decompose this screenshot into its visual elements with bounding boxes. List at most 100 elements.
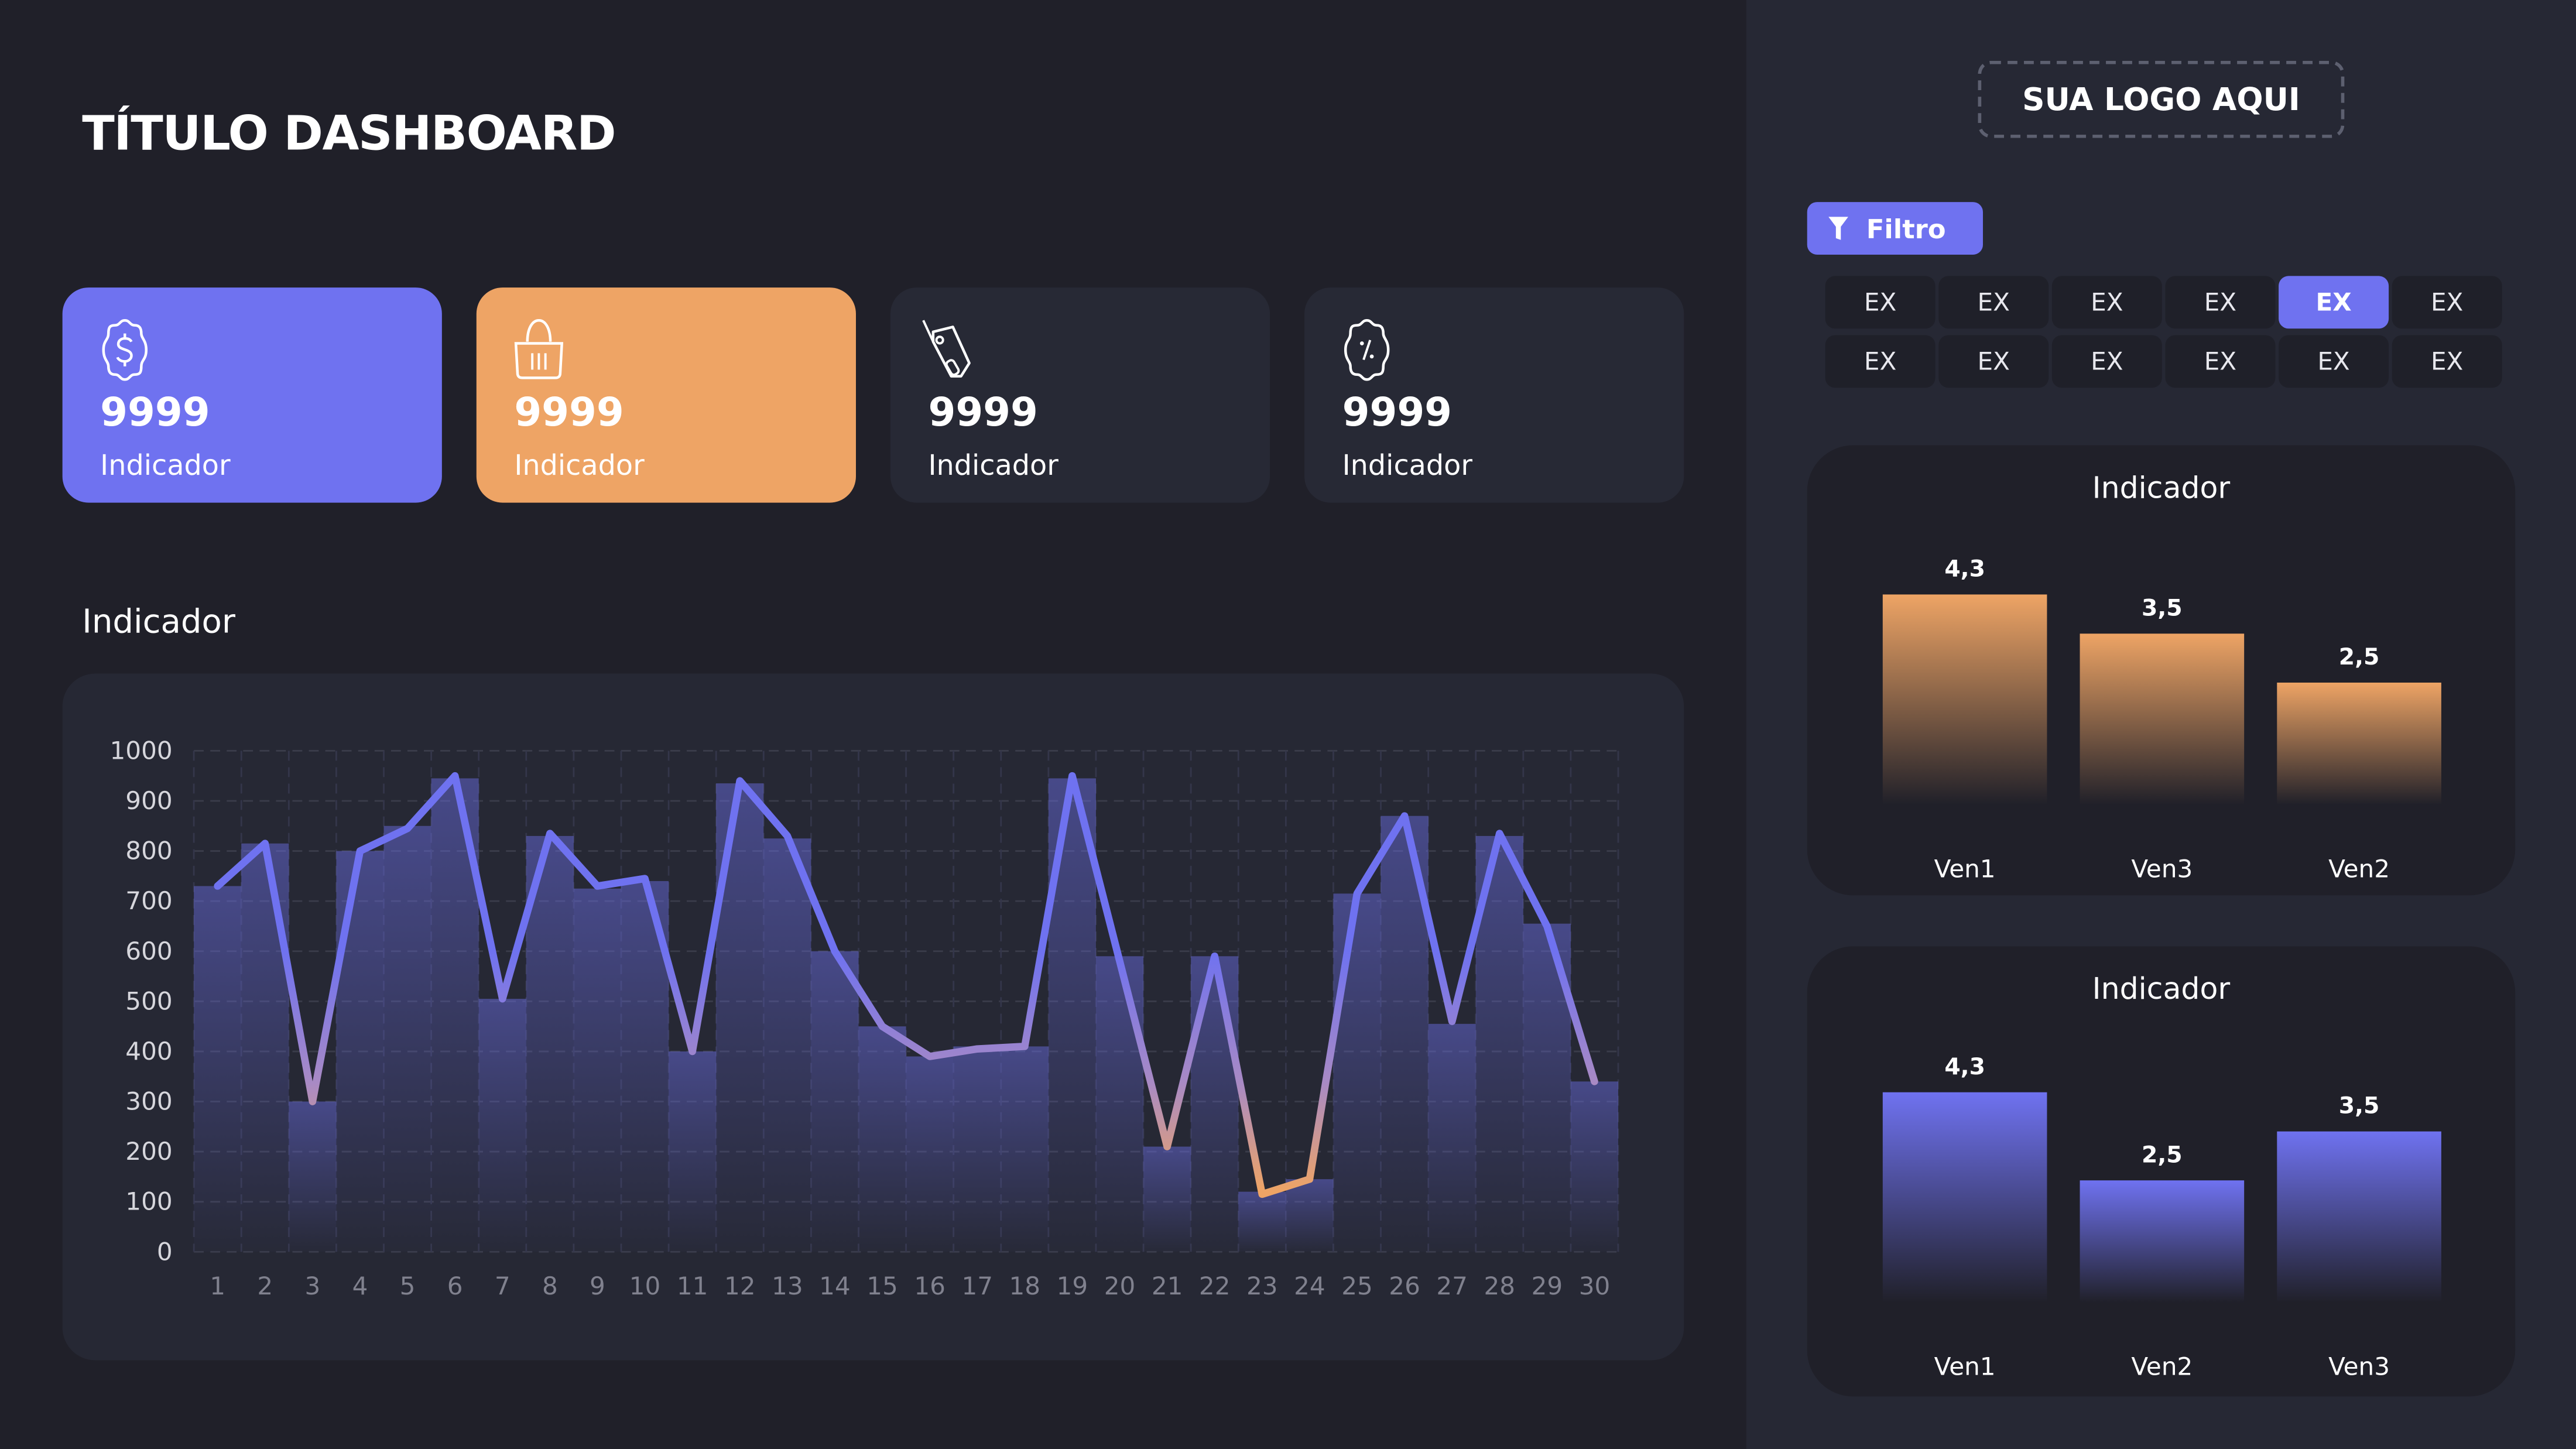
x-tick-label: 6 [447,1272,463,1300]
kpi-value: 9999 [514,389,624,436]
kpi-card[interactable]: 9999 Indicador [1304,287,1684,503]
y-tick-label: 1000 [110,736,173,765]
filter-option[interactable]: EX [2051,335,2162,388]
filter-option[interactable]: EX [1938,335,2049,388]
x-tick-label: 23 [1246,1272,1278,1300]
bar [1286,1179,1334,1252]
bar [1238,1191,1286,1252]
x-tick-label: 9 [590,1272,605,1300]
x-tick-label: 8 [542,1272,558,1300]
bar-chart-title: Indicador [2092,972,2231,1008]
x-tick-label: 25 [1341,1272,1373,1300]
filter-option[interactable]: EX [2279,276,2389,329]
bar [526,835,574,1252]
bar [2277,682,2441,805]
kpi-card[interactable]: 9999 Indicador [890,287,1270,503]
bar [478,999,526,1252]
bar [953,1046,1001,1252]
bar [1143,1146,1191,1252]
filter-option[interactable]: EX [2392,335,2502,388]
kpi-label: Indicador [514,450,645,483]
bar [383,825,431,1252]
bar [1570,1081,1619,1252]
bar-category-label: Ven2 [2131,1352,2193,1381]
y-tick-label: 200 [125,1137,172,1166]
bar-category-label: Ven1 [1934,1352,1996,1381]
kpi-label: Indicador [928,450,1059,483]
x-tick-label: 27 [1436,1272,1468,1300]
bar [194,886,242,1252]
bar [716,783,764,1252]
x-tick-label: 5 [400,1272,416,1300]
x-tick-label: 18 [1009,1272,1041,1300]
x-tick-label: 19 [1057,1272,1088,1300]
filter-label: Filtro [1866,213,1946,244]
bar [1428,1023,1476,1252]
x-tick-label: 14 [819,1272,851,1300]
filter-options: EX EX EX EX EX EX EX EX EX EX EX EX [1825,276,2502,388]
filter-option[interactable]: EX [2392,276,2502,329]
filter-option[interactable]: EX [1938,276,2049,329]
bar-value-label: 4,3 [1944,1054,1985,1080]
x-tick-label: 17 [961,1272,993,1300]
y-tick-label: 300 [125,1087,172,1116]
bar-category-label: Ven1 [1934,854,1996,883]
bar-chart-title: Indicador [2092,471,2231,506]
x-tick-label: 2 [257,1272,273,1300]
filter-option[interactable]: EX [2051,276,2162,329]
bar [2080,633,2245,805]
x-tick-label: 10 [629,1272,661,1300]
filter-option[interactable]: EX [2279,335,2389,388]
y-tick-label: 600 [125,937,172,965]
bar [289,1101,337,1252]
filter-option[interactable]: EX [1825,335,1936,388]
x-tick-label: 1 [210,1272,225,1300]
x-tick-label: 26 [1389,1272,1420,1300]
bar-chart-card-2: Indicador 4,3 Ven1 2,5 Ven2 3,5 Ven3 [1807,946,2516,1397]
filter-button[interactable]: Filtro [1807,202,1983,255]
logo-placeholder: SUA LOGO AQUI [1978,60,2345,138]
funnel-icon [1828,217,1848,240]
kpi-value: 9999 [1342,389,1453,436]
bar [1095,956,1144,1252]
bar-value-label: 3,5 [2339,1093,2380,1119]
x-tick-label: 22 [1199,1272,1231,1300]
bar-category-label: Ven2 [2328,854,2390,883]
bar-value-label: 4,3 [1944,556,1985,583]
x-tick-label: 20 [1104,1272,1136,1300]
filter-option[interactable]: EX [2165,335,2276,388]
x-tick-label: 21 [1152,1272,1183,1300]
bar [1882,1092,2047,1303]
kpi-label: Indicador [1342,450,1472,483]
filter-option[interactable]: EX [2165,276,2276,329]
x-tick-label: 12 [724,1272,756,1300]
x-tick-label: 29 [1532,1272,1563,1300]
x-tick-label: 16 [914,1272,946,1300]
line-series [214,772,1598,1198]
bar [241,843,289,1252]
y-tick-label: 700 [125,886,172,915]
x-tick-label: 7 [495,1272,511,1300]
bar [811,951,859,1252]
main-chart-card: 0 100 200 300 400 500 600 700 800 900 1000 1 2 3 4 5 6 7 8… [62,673,1684,1361]
bar [1001,1046,1049,1252]
x-tick-label: 4 [352,1272,368,1300]
bar [2080,1180,2245,1303]
filter-option[interactable]: EX [1825,276,1936,329]
kpi-value: 9999 [100,389,210,436]
x-tick-label: 11 [677,1272,708,1300]
bar [906,1056,954,1252]
bar [1882,594,2047,805]
page-title: TÍTULO DASHBOARD [82,105,616,161]
kpi-card[interactable]: 9999 Indicador [62,287,442,503]
y-tick-label: 500 [125,986,172,1015]
kpi-card[interactable]: 9999 Indicador [476,287,856,503]
percent-badge-icon [1344,318,1390,381]
bar [2277,1131,2441,1303]
price-tag-icon [922,320,971,378]
x-tick-label: 13 [772,1272,803,1300]
y-tick-label: 400 [125,1037,172,1066]
x-tick-label: 3 [304,1272,320,1300]
